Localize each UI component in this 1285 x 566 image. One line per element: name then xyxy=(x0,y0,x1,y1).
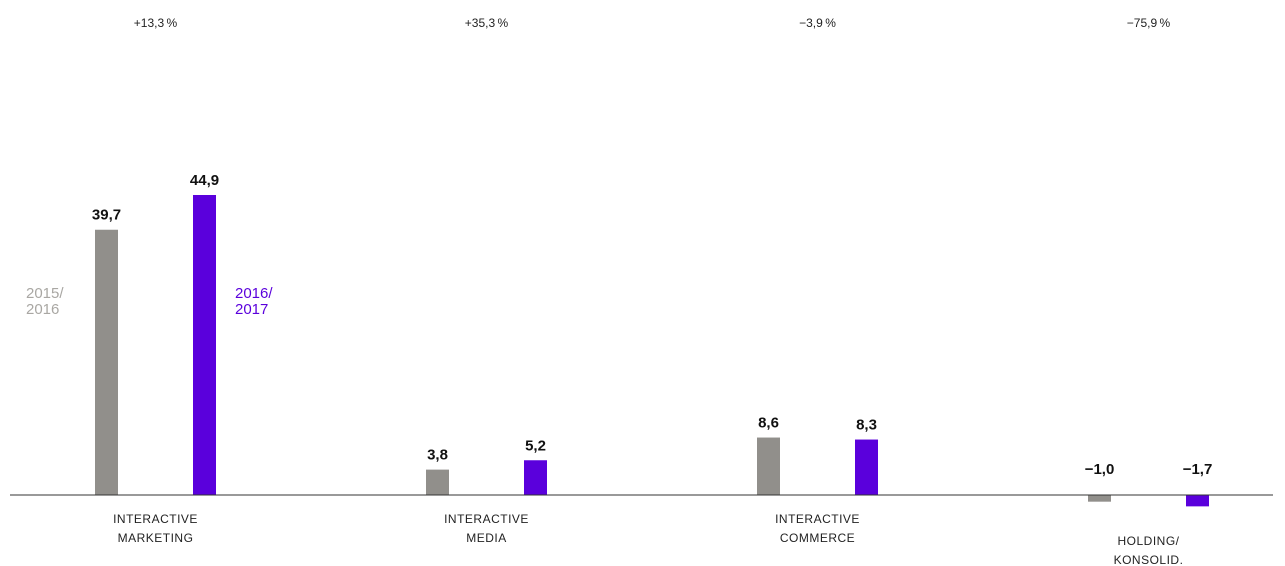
bar-value-label: 39,7 xyxy=(92,207,121,224)
bars xyxy=(95,195,1209,507)
bar-value-label: 8,6 xyxy=(758,415,779,432)
category-labels: INTERACTIVE MARKETING INTERACTIVE MEDIA INTE… xyxy=(113,512,1183,566)
legend-label-series-2: 2017 xyxy=(235,301,268,318)
bar-value-label: 44,9 xyxy=(190,172,219,189)
bar xyxy=(1186,495,1209,507)
bar xyxy=(95,229,118,495)
bar xyxy=(1088,495,1111,502)
bar-value-label: −1,0 xyxy=(1085,461,1115,478)
legend-label-series-1: 2016 xyxy=(26,301,59,318)
bar xyxy=(524,460,547,495)
category-label: INTERACTIVE xyxy=(775,512,860,526)
legend-label-series-2: 2016/ xyxy=(235,285,273,302)
legend: 2015/2016 2016/2017 xyxy=(26,285,273,318)
bar xyxy=(426,469,449,495)
change-labels: +13,3 % +35,3 % −3,9 % −75,9 % xyxy=(134,16,1171,30)
category-label: INTERACTIVE xyxy=(444,512,529,526)
category-label: MEDIA xyxy=(466,531,507,545)
category-label: COMMERCE xyxy=(780,531,855,545)
change-label: +13,3 % xyxy=(134,16,178,30)
change-label: −3,9 % xyxy=(799,16,836,30)
value-labels: 39,7 44,9 3,8 5,2 8,6 8,3 −1,0 −1,7 xyxy=(92,172,1212,478)
category-label: MARKETING xyxy=(118,531,194,545)
bar-value-label: 5,2 xyxy=(525,437,546,454)
bar-value-label: 3,8 xyxy=(427,447,448,464)
bar-value-label: −1,7 xyxy=(1183,461,1213,478)
bar xyxy=(855,439,878,495)
bar-value-label: 8,3 xyxy=(856,417,877,434)
category-label: HOLDING/ xyxy=(1117,534,1179,548)
legend-label-series-1: 2015/ xyxy=(26,285,64,302)
change-label: −75,9 % xyxy=(1127,16,1171,30)
change-label: +35,3 % xyxy=(465,16,509,30)
bar xyxy=(757,437,780,495)
category-label: INTERACTIVE xyxy=(113,512,198,526)
bar xyxy=(193,195,216,495)
category-label: KONSOLID. xyxy=(1114,553,1184,566)
